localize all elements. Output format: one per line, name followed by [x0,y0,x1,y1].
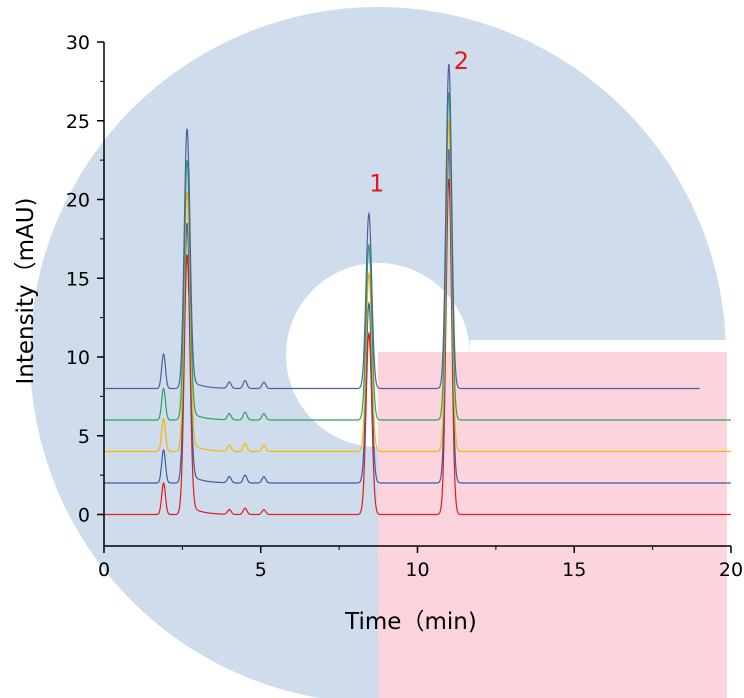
peak-label-1: 1 [369,170,384,198]
peak-label-2: 2 [454,47,469,75]
y-tick-label: 10 [66,347,90,369]
peak-annotations: 12 [369,47,469,198]
tick-labels: 0 5 10 15 20 25 30 0 5 10 15 20 [66,32,743,581]
y-tick-label: 20 [66,190,90,212]
watermark-ring [30,7,726,698]
series-line-1 [104,178,731,516]
watermark-gap [470,340,730,352]
x-tick-label: 0 [98,559,110,581]
series-line-2 [104,149,731,484]
y-tick-label: 25 [66,111,90,133]
y-tick-label: 30 [66,32,90,54]
y-axis-title: Intensity（mAU) [13,197,39,384]
series-line-3 [104,120,731,453]
y-tick-label: 0 [78,505,90,527]
x-tick-label: 20 [719,559,743,581]
x-axis-title: Time（min) [344,609,477,635]
x-tick-label: 10 [405,559,429,581]
y-tick-label: 5 [78,426,90,448]
watermark-logo [30,7,730,698]
series-line-5 [104,63,700,390]
axes [97,41,732,553]
series-layer [104,63,731,516]
x-tick-label: 5 [255,559,267,581]
x-tick-label: 15 [562,559,586,581]
y-tick-label: 15 [66,268,90,290]
series-line-4 [104,92,731,421]
watermark-square [378,352,727,698]
